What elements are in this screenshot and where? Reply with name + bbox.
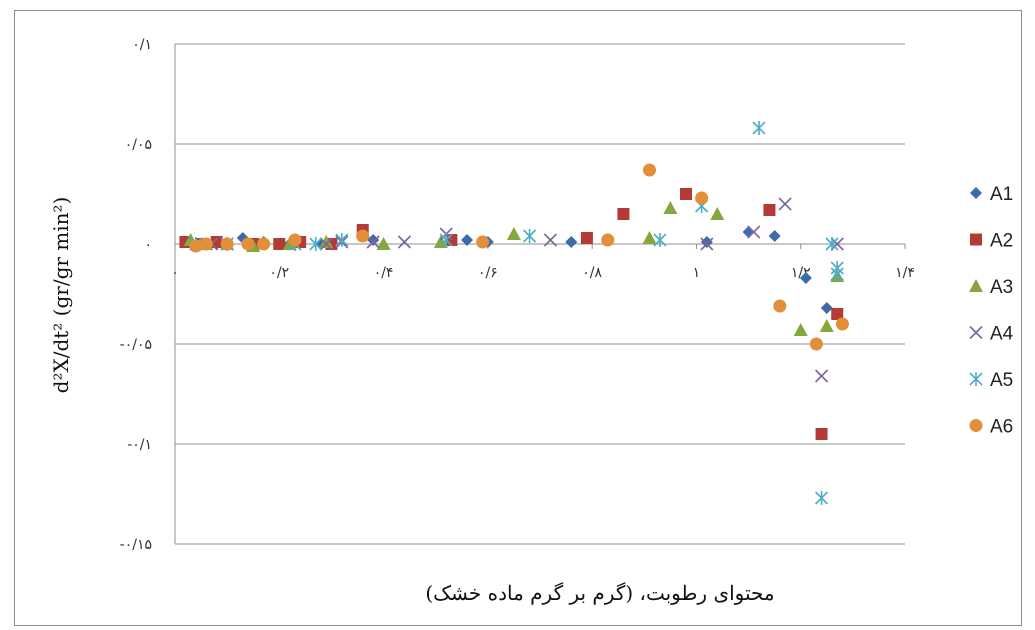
point-a6 bbox=[241, 237, 255, 251]
point-a6 bbox=[189, 239, 203, 253]
point-a1 bbox=[820, 302, 833, 314]
x-tick-label: ۰ bbox=[171, 265, 179, 281]
legend-marker-a5 bbox=[969, 372, 983, 386]
legend-label-a1: A1 bbox=[990, 184, 1013, 205]
legend-marker-a2 bbox=[970, 233, 982, 246]
legend-label-a2: A2 bbox=[990, 231, 1013, 252]
legend-label-a4: A4 bbox=[990, 324, 1014, 345]
point-a1 bbox=[367, 234, 380, 246]
point-a4 bbox=[700, 237, 714, 251]
point-a2 bbox=[680, 188, 692, 200]
point-a6 bbox=[695, 191, 709, 205]
point-a6 bbox=[809, 337, 823, 351]
point-a3 bbox=[319, 235, 334, 248]
point-a5 bbox=[653, 233, 667, 247]
point-a5 bbox=[523, 229, 537, 243]
legend-label-a3: A3 bbox=[990, 277, 1013, 298]
point-a1 bbox=[799, 272, 812, 284]
point-a6 bbox=[199, 237, 213, 251]
point-a6 bbox=[601, 233, 615, 247]
point-a6 bbox=[835, 317, 849, 331]
x-tick-label: ۰/۶ bbox=[478, 265, 498, 281]
point-a2 bbox=[273, 238, 286, 250]
point-a6 bbox=[356, 229, 370, 243]
legend-marker-a6 bbox=[969, 419, 983, 432]
point-a3 bbox=[642, 231, 657, 244]
point-a6 bbox=[643, 163, 656, 177]
axes bbox=[174, 44, 906, 544]
point-a3 bbox=[710, 207, 725, 220]
point-a3 bbox=[819, 319, 834, 332]
x-tick-label: ۰/۸ bbox=[582, 265, 602, 281]
point-a1 bbox=[700, 236, 713, 248]
point-a2 bbox=[831, 308, 844, 320]
point-a4 bbox=[815, 369, 829, 383]
point-a3 bbox=[506, 227, 521, 240]
x-tick-label: ۱ bbox=[693, 265, 701, 281]
y-tick-label: ۰/۰۵ bbox=[125, 137, 152, 153]
point-a6 bbox=[288, 233, 302, 247]
point-a5 bbox=[439, 233, 453, 247]
data-points bbox=[179, 121, 849, 505]
point-a6 bbox=[220, 237, 234, 251]
x-tick-label: ۰/۴ bbox=[374, 265, 394, 281]
point-a2 bbox=[763, 204, 776, 216]
point-a3 bbox=[433, 235, 448, 248]
tick-labels: ۰/۱۰/۰۵۰-۰/۰۵-۰/۱-۰/۱۵۰ ۰/۲ ۰/۴ ۰/۶ ۰/۸ ۱ ۱/۲ ۱… bbox=[120, 37, 915, 553]
point-a6 bbox=[773, 299, 787, 313]
point-a3 bbox=[793, 323, 808, 336]
point-a1 bbox=[461, 234, 473, 246]
point-a4 bbox=[778, 197, 792, 211]
point-a5 bbox=[309, 237, 323, 251]
point-a1 bbox=[565, 236, 578, 248]
point-a4 bbox=[319, 237, 333, 251]
y-tick-label: -۰/۰۵ bbox=[120, 337, 152, 353]
point-a1 bbox=[768, 230, 781, 242]
legend: A1 A2 A3 A4 A5 A6 bbox=[969, 184, 1014, 438]
point-a3 bbox=[376, 237, 391, 250]
point-a4 bbox=[366, 235, 380, 249]
point-a4 bbox=[543, 233, 557, 247]
point-a2 bbox=[210, 236, 223, 248]
point-a4 bbox=[830, 237, 844, 251]
y-tick-label: -۰/۱۵ bbox=[120, 537, 152, 553]
point-a5 bbox=[335, 233, 349, 247]
point-a5 bbox=[830, 267, 844, 281]
point-a3 bbox=[663, 201, 678, 214]
point-a4 bbox=[397, 235, 411, 249]
legend-marker-a4 bbox=[969, 325, 983, 340]
y-tick-label: ۰ bbox=[144, 237, 152, 253]
point-a5 bbox=[815, 491, 829, 505]
point-a6 bbox=[476, 235, 490, 249]
legend-label-a5: A5 bbox=[990, 370, 1013, 391]
point-a6 bbox=[257, 237, 271, 251]
point-a5 bbox=[825, 237, 839, 251]
point-a4 bbox=[747, 225, 761, 239]
y-tick-label: -۰/۱ bbox=[127, 437, 152, 453]
point-a2 bbox=[617, 208, 630, 220]
y-axis-title: d²X/dt² (gr/gr min²) bbox=[49, 197, 73, 394]
legend-marker-a3 bbox=[969, 279, 983, 292]
point-a2 bbox=[815, 428, 828, 440]
x-axis-title: محتوای رطوبت، (گرم بر گرم ماده خشک) bbox=[425, 581, 774, 605]
point-a5 bbox=[752, 121, 766, 135]
legend-marker-a1 bbox=[970, 187, 982, 199]
legend-label-a6: A6 bbox=[990, 417, 1013, 438]
x-tick-label: ۰/۲ bbox=[269, 265, 289, 281]
chart-frame bbox=[14, 10, 1022, 626]
point-a2 bbox=[580, 232, 593, 244]
grid-lines bbox=[175, 43, 905, 545]
y-tick-label: ۰/۱ bbox=[132, 37, 152, 53]
x-tick-label: ۱/۴ bbox=[895, 265, 915, 281]
